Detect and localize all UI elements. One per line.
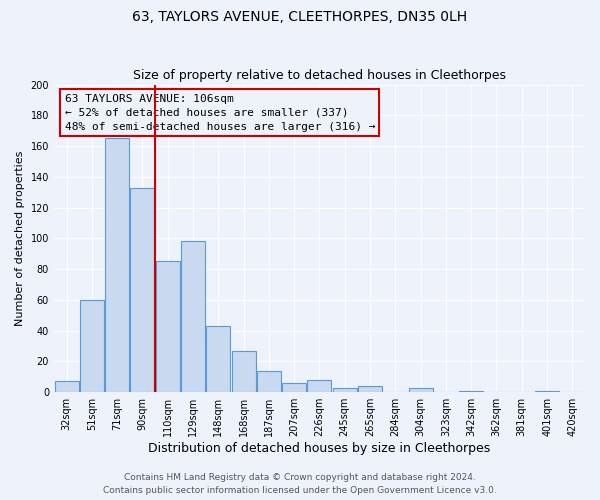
- Bar: [358, 386, 382, 392]
- Bar: [105, 138, 129, 392]
- Bar: [55, 382, 79, 392]
- Bar: [232, 350, 256, 392]
- Bar: [80, 300, 104, 392]
- Bar: [130, 188, 154, 392]
- Bar: [282, 383, 306, 392]
- Bar: [307, 380, 331, 392]
- Bar: [206, 326, 230, 392]
- Text: Contains HM Land Registry data © Crown copyright and database right 2024.
Contai: Contains HM Land Registry data © Crown c…: [103, 474, 497, 495]
- Bar: [156, 262, 180, 392]
- Bar: [535, 390, 559, 392]
- Bar: [333, 388, 357, 392]
- Text: 63 TAYLORS AVENUE: 106sqm
← 52% of detached houses are smaller (337)
48% of semi: 63 TAYLORS AVENUE: 106sqm ← 52% of detac…: [65, 94, 375, 132]
- Bar: [459, 390, 483, 392]
- Title: Size of property relative to detached houses in Cleethorpes: Size of property relative to detached ho…: [133, 69, 506, 82]
- Y-axis label: Number of detached properties: Number of detached properties: [15, 150, 25, 326]
- X-axis label: Distribution of detached houses by size in Cleethorpes: Distribution of detached houses by size …: [148, 442, 491, 455]
- Bar: [409, 388, 433, 392]
- Text: 63, TAYLORS AVENUE, CLEETHORPES, DN35 0LH: 63, TAYLORS AVENUE, CLEETHORPES, DN35 0L…: [133, 10, 467, 24]
- Bar: [181, 242, 205, 392]
- Bar: [257, 370, 281, 392]
